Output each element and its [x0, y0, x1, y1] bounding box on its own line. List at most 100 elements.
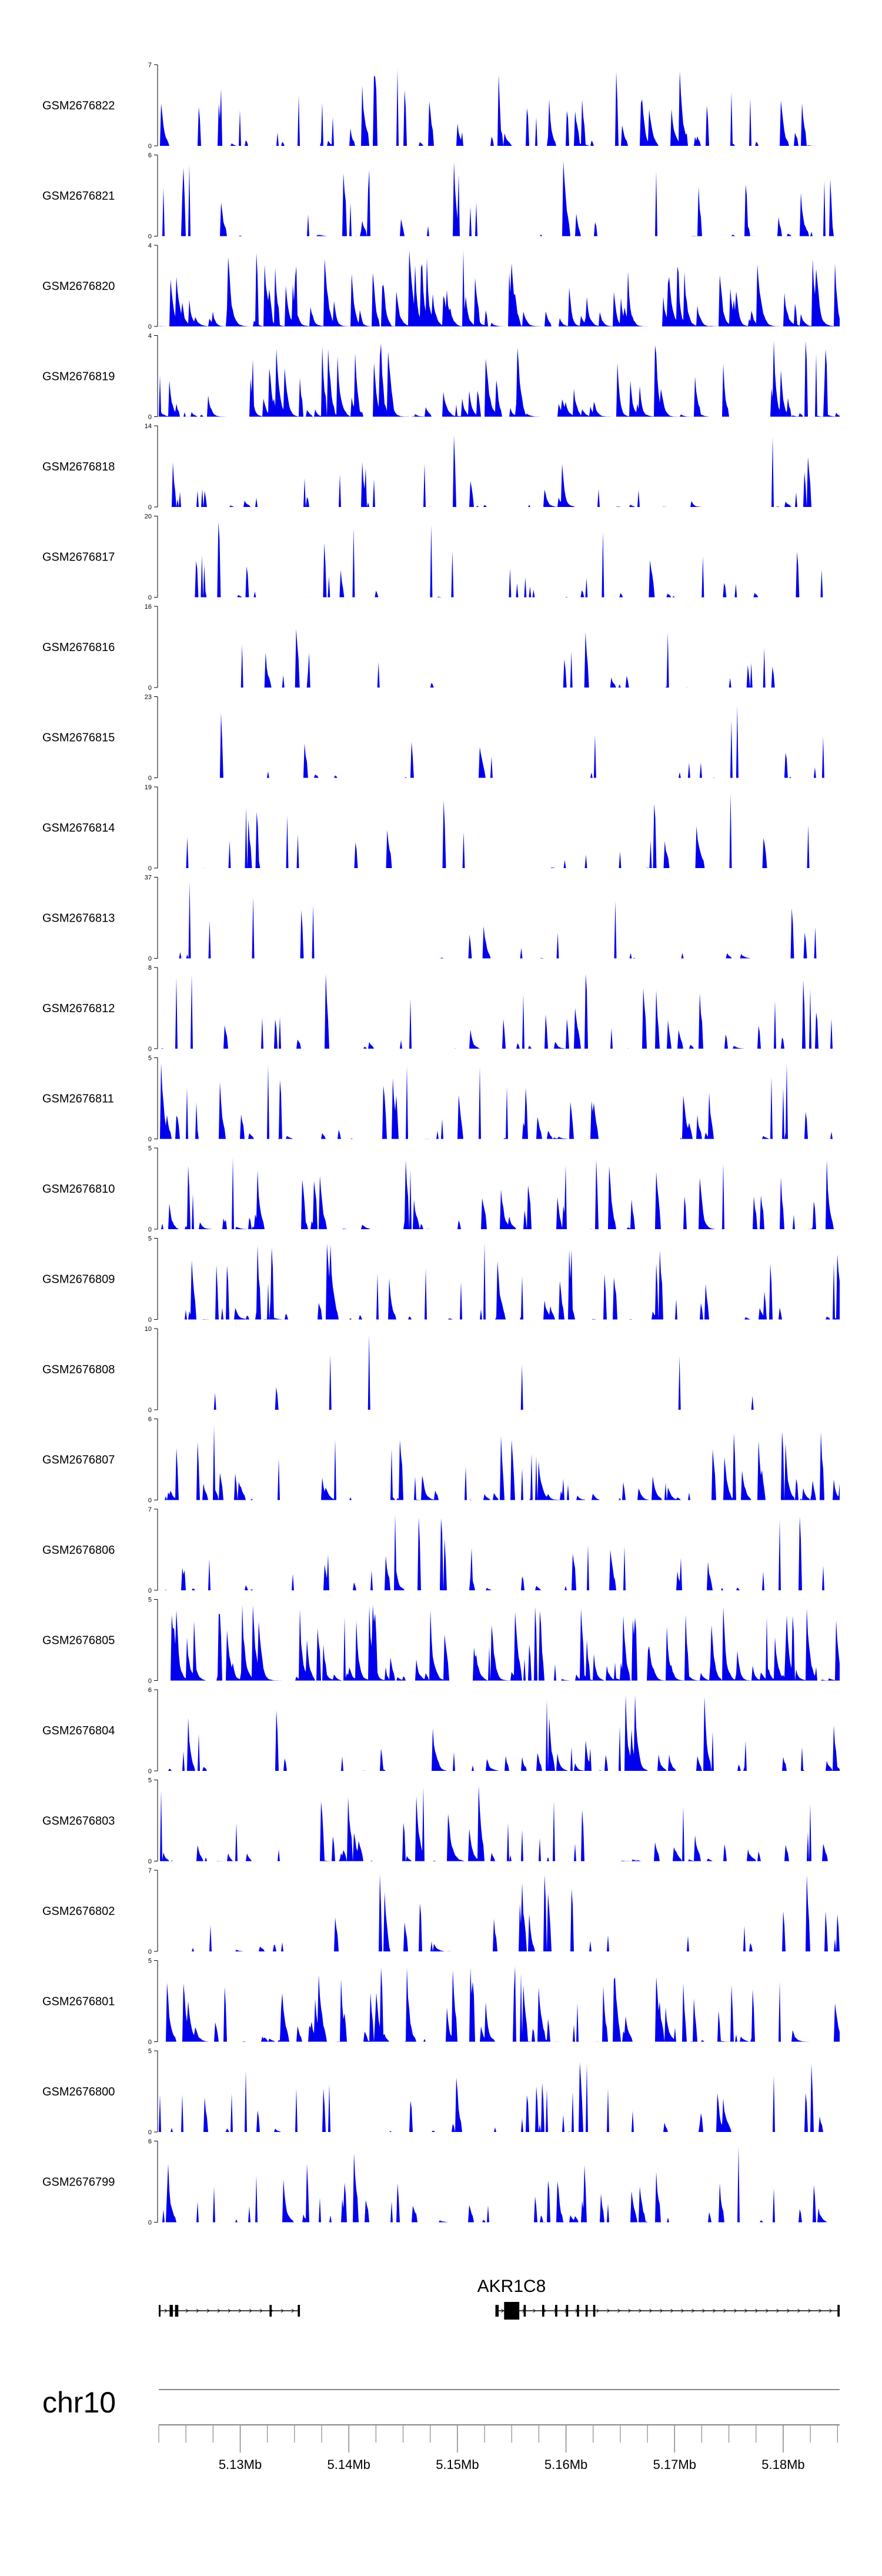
y-max-label: 6	[148, 1416, 152, 1423]
track-GSM2676815: GSM2676815 23 0	[42, 694, 833, 782]
coverage-area	[169, 793, 821, 868]
coverage-area	[191, 522, 833, 598]
exon	[298, 2305, 300, 2317]
exon	[837, 2305, 840, 2317]
strand-chevron	[238, 2308, 242, 2313]
strand-chevron	[660, 2308, 663, 2313]
gene-model	[159, 2302, 840, 2320]
track-GSM2676808: GSM2676808 10 0	[42, 1326, 833, 1414]
strand-chevron	[259, 2308, 263, 2313]
y-max-label: 5	[148, 1055, 152, 1062]
coverage-area	[189, 1334, 833, 1410]
strand-chevron	[766, 2308, 769, 2313]
y-max-label: 5	[148, 1145, 152, 1152]
track-label: GSM2676804	[42, 1724, 115, 1737]
y-min-label: 0	[148, 1768, 152, 1775]
track-label: GSM2676819	[42, 371, 115, 383]
y-min-label: 0	[148, 1587, 152, 1594]
exon	[504, 2302, 520, 2320]
strand-chevron	[185, 2308, 189, 2313]
strand-chevron	[649, 2308, 653, 2313]
coverage-area	[169, 882, 838, 959]
y-min-label: 0	[148, 1407, 152, 1414]
coverage-area	[159, 161, 840, 236]
strand-chevron	[543, 2308, 547, 2313]
y-min-label: 0	[148, 1948, 152, 1956]
y-max-label: 4	[148, 242, 152, 249]
strand-chevron	[776, 2308, 780, 2313]
track-GSM2676809: GSM2676809 5 0	[42, 1236, 840, 1324]
track-GSM2676804: GSM2676804 6 0	[42, 1687, 840, 1775]
track-GSM2676819: GSM2676819 4 0	[42, 333, 840, 421]
strand-chevron	[196, 2308, 199, 2313]
y-min-label: 0	[148, 2220, 152, 2227]
strand-chevron	[670, 2308, 674, 2313]
y-max-label: 4	[148, 333, 152, 340]
y-max-label: 6	[148, 1687, 152, 1694]
coverage-tracks: GSM267682270GSM267682160GSM267682040GSM2…	[42, 62, 840, 2227]
strand-chevron	[164, 2308, 168, 2313]
track-label: GSM2676808	[42, 1363, 115, 1376]
coverage-area	[159, 250, 840, 326]
strand-chevron	[681, 2308, 684, 2313]
coverage-area	[159, 1694, 840, 1771]
y-max-label: 10	[145, 1326, 152, 1333]
y-min-label: 0	[148, 233, 152, 241]
track-label: GSM2676811	[42, 1093, 114, 1106]
track-label: GSM2676801	[42, 1996, 115, 2008]
axis-ticks: 5.13Mb 5.14Mb 5.15Mb 5.16Mb 5.17Mb 5.18Mb	[158, 2425, 838, 2472]
y-max-label: 5	[148, 1777, 152, 1784]
strand-chevron	[533, 2308, 536, 2313]
strand-chevron	[617, 2308, 621, 2313]
strand-chevron	[808, 2308, 811, 2313]
strand-chevron	[744, 2308, 748, 2313]
y-min-label: 0	[148, 504, 152, 511]
strand-chevron	[501, 2308, 505, 2313]
y-max-label: 5	[148, 1958, 152, 1965]
strand-chevron	[249, 2308, 252, 2313]
exon	[555, 2305, 557, 2317]
y-min-label: 0	[148, 1226, 152, 1233]
coverage-area	[159, 341, 840, 417]
strand-chevron	[639, 2308, 642, 2313]
coverage-area	[159, 1966, 840, 2042]
transcript-akr1c8	[495, 2302, 840, 2320]
track-GSM2676817: GSM2676817 20 0	[42, 513, 833, 602]
exon	[169, 2305, 173, 2317]
strand-chevron	[228, 2308, 231, 2313]
exon	[269, 2305, 272, 2317]
track-label: GSM2676800	[42, 2086, 115, 2098]
strand-chevron	[702, 2308, 706, 2313]
y-max-label: 7	[148, 1867, 152, 1874]
axis-tick-label: 5.16Mb	[544, 2457, 587, 2472]
track-GSM2676806: GSM2676806 7 0	[42, 1506, 840, 1594]
strand-chevron	[291, 2308, 295, 2313]
y-min-label: 0	[148, 685, 152, 692]
y-max-label: 5	[148, 2048, 152, 2055]
track-label: GSM2676812	[42, 1002, 115, 1015]
y-max-label: 23	[145, 694, 152, 701]
track-label: GSM2676814	[42, 822, 115, 835]
track-label: GSM2676802	[42, 1905, 115, 1918]
y-min-label: 0	[148, 1317, 152, 1324]
strand-chevron	[691, 2308, 695, 2313]
track-GSM2676822: GSM2676822 7 0	[42, 62, 840, 150]
coverage-area	[159, 69, 840, 146]
track-label: GSM2676815	[42, 732, 115, 745]
coverage-area	[159, 2062, 840, 2132]
y-max-label: 5	[148, 1236, 152, 1243]
track-label: GSM2676799	[42, 2176, 115, 2189]
y-min-label: 0	[148, 595, 152, 602]
track-GSM2676820: GSM2676820 4 0	[42, 242, 840, 331]
coverage-area	[159, 1426, 840, 1500]
track-label: GSM2676820	[42, 280, 115, 293]
strand-chevron	[628, 2308, 632, 2313]
y-max-label: 5	[148, 1597, 152, 1604]
y-min-label: 0	[148, 414, 152, 421]
strand-chevron	[607, 2308, 610, 2313]
y-min-label: 0	[148, 1858, 152, 1866]
track-label: GSM2676803	[42, 1815, 115, 1828]
coverage-area	[159, 1786, 840, 1861]
chromosome-label: chr10	[42, 2386, 116, 2419]
track-GSM2676802: GSM2676802 7 0	[42, 1867, 840, 1956]
